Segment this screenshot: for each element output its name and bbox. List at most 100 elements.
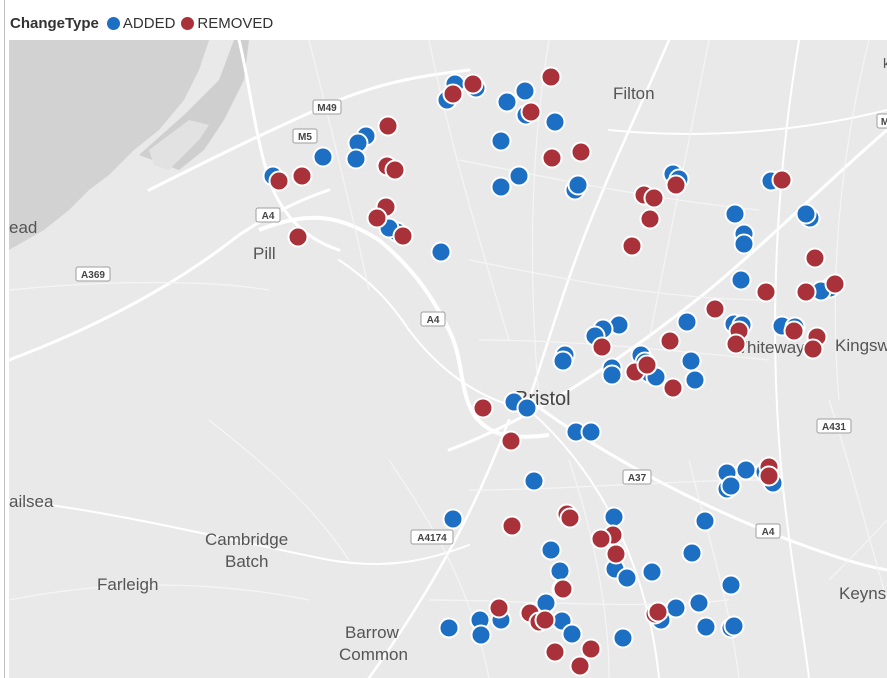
added-marker[interactable] <box>580 421 602 443</box>
removed-marker[interactable] <box>824 273 846 295</box>
removed-marker[interactable] <box>472 397 494 419</box>
added-marker[interactable] <box>694 510 716 532</box>
svg-text:M5: M5 <box>298 132 312 143</box>
removed-marker[interactable] <box>771 169 793 191</box>
removed-marker[interactable] <box>580 638 602 660</box>
added-marker[interactable] <box>601 364 623 386</box>
removed-marker[interactable] <box>488 597 510 619</box>
added-marker[interactable] <box>442 508 464 530</box>
removed-marker[interactable] <box>659 330 681 352</box>
added-marker[interactable] <box>312 146 334 168</box>
added-marker[interactable] <box>720 475 742 497</box>
removed-marker[interactable] <box>636 354 658 376</box>
removed-marker[interactable] <box>540 66 562 88</box>
svg-text:A4: A4 <box>762 527 775 538</box>
removed-marker[interactable] <box>795 281 817 303</box>
removed-marker[interactable] <box>639 208 661 230</box>
removed-marker[interactable] <box>544 641 566 663</box>
added-marker[interactable] <box>490 130 512 152</box>
added-marker[interactable] <box>641 561 663 583</box>
added-marker[interactable] <box>567 174 589 196</box>
removed-marker[interactable] <box>462 73 484 95</box>
removed-marker[interactable] <box>704 298 726 320</box>
added-marker[interactable] <box>516 397 538 419</box>
legend-item-added[interactable]: ADDED <box>106 15 175 32</box>
removed-marker[interactable] <box>605 543 627 565</box>
added-marker[interactable] <box>681 542 703 564</box>
removed-marker[interactable] <box>570 141 592 163</box>
added-marker[interactable] <box>733 233 755 255</box>
added-marker[interactable] <box>724 203 746 225</box>
added-marker[interactable] <box>523 470 545 492</box>
removed-marker[interactable] <box>559 507 581 529</box>
added-marker[interactable] <box>490 176 512 198</box>
removed-marker[interactable] <box>291 165 313 187</box>
added-marker[interactable] <box>795 203 817 225</box>
place-label: Cambridge <box>205 530 288 549</box>
removed-marker[interactable] <box>590 528 612 550</box>
added-marker[interactable] <box>508 165 530 187</box>
place-label: Common <box>339 645 408 664</box>
removed-marker[interactable] <box>643 187 665 209</box>
removed-marker[interactable] <box>442 83 464 105</box>
added-marker[interactable] <box>680 350 702 372</box>
removed-marker[interactable] <box>287 226 309 248</box>
added-marker[interactable] <box>345 148 367 170</box>
removed-marker[interactable] <box>569 655 591 677</box>
added-marker[interactable] <box>496 91 518 113</box>
removed-marker[interactable] <box>366 207 388 229</box>
road-shield: M5 <box>292 128 318 144</box>
added-marker[interactable] <box>470 624 492 646</box>
removed-marker[interactable] <box>758 465 780 487</box>
added-marker[interactable] <box>430 241 452 263</box>
removed-marker[interactable] <box>647 601 669 623</box>
legend-removed-label: REMOVED <box>197 14 274 32</box>
removed-marker[interactable] <box>534 609 556 631</box>
removed-marker[interactable] <box>802 338 824 360</box>
removed-marker[interactable] <box>591 336 613 358</box>
removed-marker[interactable] <box>662 377 684 399</box>
removed-marker[interactable] <box>392 225 414 247</box>
removed-marker[interactable] <box>268 170 290 192</box>
removed-marker[interactable] <box>384 159 406 181</box>
removed-marker[interactable] <box>783 320 805 342</box>
added-marker[interactable] <box>561 623 583 645</box>
svg-text:A4174: A4174 <box>417 533 447 544</box>
added-marker[interactable] <box>616 567 638 589</box>
removed-marker[interactable] <box>541 147 563 169</box>
road-shield: A369 <box>75 266 111 282</box>
removed-marker[interactable] <box>500 430 522 452</box>
removed-marker[interactable] <box>665 174 687 196</box>
markers-layer <box>262 66 846 677</box>
legend-item-removed[interactable]: REMOVED <box>181 15 273 32</box>
added-marker[interactable] <box>612 627 634 649</box>
added-marker[interactable] <box>552 350 574 372</box>
added-marker[interactable] <box>540 539 562 561</box>
added-marker[interactable] <box>549 560 571 582</box>
added-marker[interactable] <box>544 111 566 133</box>
removed-marker[interactable] <box>725 333 747 355</box>
svg-text:M49: M49 <box>317 103 337 114</box>
added-marker[interactable] <box>720 574 742 596</box>
added-marker[interactable] <box>723 615 745 637</box>
added-marker[interactable] <box>438 617 460 639</box>
removed-marker[interactable] <box>552 578 574 600</box>
place-label: Keynsh <box>839 584 887 603</box>
road-shield: M49 <box>312 99 342 115</box>
removed-marker[interactable] <box>520 101 542 123</box>
removed-marker[interactable] <box>755 281 777 303</box>
added-marker[interactable] <box>603 506 625 528</box>
added-marker[interactable] <box>730 269 752 291</box>
added-marker[interactable] <box>735 459 757 481</box>
added-marker[interactable] <box>688 592 710 614</box>
removed-marker[interactable] <box>501 515 523 537</box>
removed-marker[interactable] <box>621 235 643 257</box>
removed-marker[interactable] <box>377 115 399 137</box>
added-marker[interactable] <box>684 369 706 391</box>
removed-marker[interactable] <box>804 247 826 269</box>
added-marker[interactable] <box>695 616 717 638</box>
added-marker[interactable] <box>676 311 698 333</box>
added-marker[interactable] <box>514 80 536 102</box>
map-canvas[interactable]: Filton ead Pill Whiteway Kingsw Bristol … <box>9 40 887 678</box>
